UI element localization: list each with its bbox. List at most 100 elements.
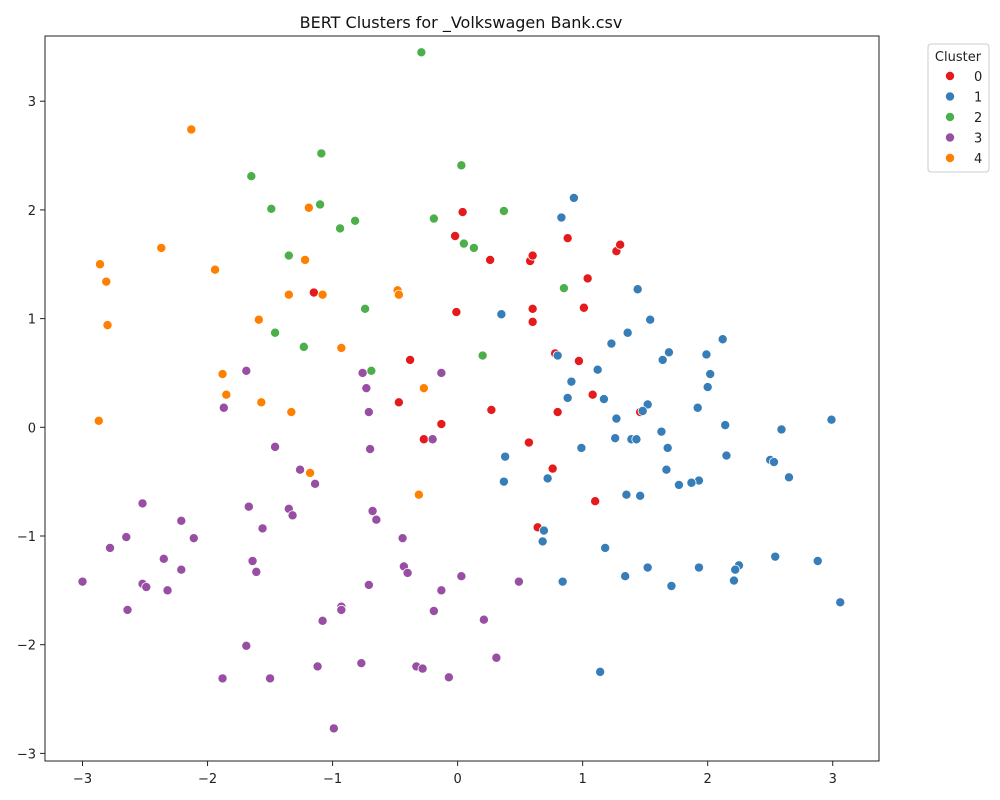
scatter-point-cluster-3 [287,510,298,521]
legend-label: 0 [974,70,982,85]
legend-label: 4 [974,152,982,167]
scatter-point-cluster-3 [310,478,321,489]
y-tick-label: 3 [28,95,36,110]
scatter-point-cluster-3 [491,652,502,663]
scatter-point-cluster-3 [417,663,428,674]
scatter-point-cluster-1 [721,450,732,461]
y-axis: −3 −2 −1 0 1 2 3 [17,95,45,762]
scatter-point-cluster-1 [686,477,697,488]
scatter-point-cluster-3 [443,672,454,683]
legend-box [927,43,990,173]
scatter-point-cluster-2 [477,350,488,361]
scatter-point-cluster-0 [436,419,447,430]
legend: Cluster 0 1 2 3 4 [927,43,990,173]
legend-marker [945,132,956,143]
scatter-point-cluster-0 [486,404,497,415]
scatter-point-cluster-1 [783,472,794,483]
legend-marker [945,112,956,123]
scatter-point-cluster-2 [246,171,257,182]
scatter-point-cluster-1 [621,489,632,500]
scatter-point-cluster-1 [611,413,622,424]
scatter-point-cluster-0 [418,434,429,445]
scatter-point-cluster-3 [336,604,347,615]
scatter-point-cluster-4 [95,259,106,270]
y-tick-label: 1 [28,313,36,328]
scatter-point-cluster-1 [705,369,716,380]
plot-area [44,35,880,762]
scatter-point-cluster-1 [768,457,779,468]
scatter-point-cluster-1 [556,212,567,223]
scatter-point-cluster-1 [542,473,553,484]
scatter-point-cluster-1 [598,394,609,405]
scatter-point-cluster-0 [615,239,626,250]
scatter-point-cluster-1 [656,426,667,437]
legend-title: Cluster [935,50,982,65]
scatter-point-cluster-2 [266,203,277,214]
scatter-point-cluster-1 [568,192,579,203]
scatter-point-cluster-4 [413,489,424,500]
scatter-point-cluster-0 [308,287,319,298]
scatter-point-cluster-3 [257,523,268,534]
scatter-point-cluster-1 [576,442,587,453]
scatter-point-cluster-2 [298,341,309,352]
scatter-point-cluster-3 [402,567,413,578]
x-tick-label: 0 [453,772,461,787]
scatter-point-cluster-1 [701,349,712,360]
scatter-point-cluster-0 [590,496,601,507]
legend-marker [945,71,956,82]
scatter-point-cluster-2 [458,238,469,249]
scatter-point-cluster-0 [552,407,563,418]
scatter-point-cluster-0 [587,389,598,400]
y-tick-label: 2 [28,204,36,219]
scatter-point-cluster-0 [393,397,404,408]
scatter-point-cluster-2 [316,148,327,159]
scatter-point-cluster-1 [562,392,573,403]
scatter-point-cluster-3 [218,402,229,413]
scatter-point-cluster-4 [393,289,404,300]
scatter-point-cluster-1 [826,414,837,425]
x-tick-label: −1 [323,772,342,787]
scatter-point-cluster-2 [315,199,326,210]
scatter-point-cluster-2 [366,365,377,376]
scatter-point-cluster-3 [317,615,328,626]
scatter-point-cluster-2 [456,160,467,171]
scatter-point-cluster-0 [582,273,593,284]
scatter-point-cluster-3 [436,367,447,378]
scatter-point-cluster-2 [416,47,427,58]
scatter-point-cluster-1 [692,402,703,413]
legend-marker [945,152,956,163]
scatter-point-cluster-0 [405,354,416,365]
x-tick-label: −3 [73,772,92,787]
scatter-point-cluster-4 [217,369,228,380]
scatter-point-cluster-1 [661,464,672,475]
scatter-point-cluster-0 [562,233,573,244]
scatter-point-cluster-2 [360,303,371,314]
scatter-point-cluster-0 [457,207,468,218]
scatter-point-cluster-0 [450,230,461,241]
scatter-point-cluster-4 [186,124,197,135]
scatter-point-cluster-1 [600,542,611,553]
scatter-point-cluster-1 [606,338,617,349]
scatter-point-cluster-3 [243,501,254,512]
scatter-point-cluster-1 [770,551,781,562]
scatter-point-cluster-3 [188,533,199,544]
scatter-point-cluster-3 [251,566,262,577]
x-tick-label: 2 [704,772,712,787]
scatter-point-cluster-3 [361,383,372,394]
scatter-point-cluster-2 [558,283,569,294]
legend-marker [945,91,956,102]
scatter-point-cluster-3 [121,532,132,543]
scatter-point-cluster-1 [496,309,507,320]
scatter-point-cluster-0 [527,303,538,314]
scatter-point-cluster-3 [158,553,169,564]
x-axis: −3 −2 −1 0 1 2 3 [73,761,837,787]
scatter-point-cluster-1 [592,364,603,375]
scatter-point-cluster-0 [527,250,538,261]
scatter-point-cluster-1 [622,327,633,338]
scatter-point-cluster-4 [305,467,316,478]
scatter-point-cluster-1 [673,479,684,490]
scatter-point-cluster-1 [693,562,704,573]
scatter-point-cluster-1 [637,405,648,416]
scatter-point-cluster-4 [102,320,113,331]
chart-title: BERT Clusters for _Volkswagen Bank.csv [300,13,623,33]
